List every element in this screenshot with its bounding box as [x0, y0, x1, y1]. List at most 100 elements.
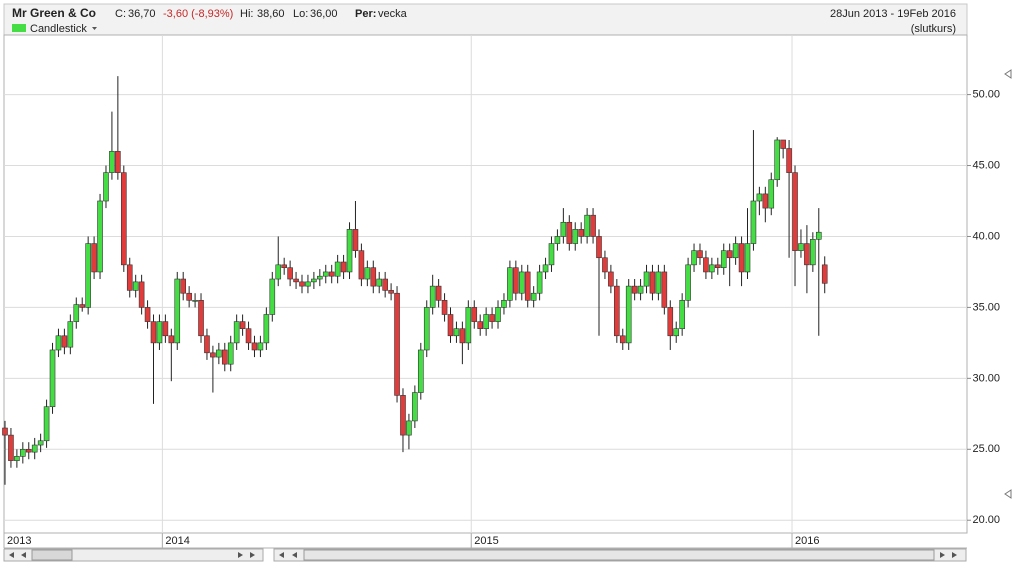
- y-tick-label: 35.00: [972, 301, 1000, 313]
- candle-body: [198, 300, 204, 337]
- candle-body: [8, 434, 14, 461]
- candle-body: [530, 292, 537, 301]
- y-tick-label: 20.00: [972, 514, 1000, 526]
- candle-body: [394, 292, 400, 396]
- candle-body: [768, 179, 775, 209]
- candle-body: [174, 278, 181, 344]
- candle-body: [661, 271, 668, 308]
- candle-body: [346, 229, 353, 273]
- candle-body: [85, 243, 91, 308]
- candle-body: [619, 335, 626, 344]
- candle-body: [210, 352, 216, 358]
- candle-body: [465, 307, 472, 344]
- candle-body: [221, 349, 228, 365]
- scrollbar-right[interactable]: [273, 548, 967, 562]
- candle-body: [245, 328, 252, 344]
- candle-body: [774, 139, 781, 181]
- candle-body: [714, 264, 721, 268]
- candle-body: [61, 335, 68, 348]
- scrollbar-left[interactable]: [3, 548, 264, 562]
- candle-body: [275, 264, 282, 280]
- scroll-down-marker[interactable]: [1004, 489, 1012, 499]
- candle-body: [435, 285, 442, 301]
- candle-body: [560, 221, 567, 237]
- price-basis: (slutkurs): [911, 23, 956, 35]
- candle-body: [138, 281, 145, 308]
- candle-body: [37, 440, 44, 446]
- candle-body: [429, 285, 436, 308]
- candle-body: [317, 275, 323, 280]
- candle-body: [798, 243, 804, 251]
- candle-body: [489, 314, 495, 322]
- x-tick-label: 2013: [7, 535, 31, 547]
- candle-body: [602, 257, 608, 273]
- candle-body: [518, 271, 525, 294]
- candle-body: [804, 243, 810, 266]
- close-value: 36,70: [128, 8, 156, 20]
- candle-body: [750, 200, 757, 244]
- candle-body: [566, 221, 573, 244]
- date-range: 28Jun 2013 - 19Feb 2016: [830, 8, 956, 20]
- candle-body: [400, 395, 406, 436]
- candle-body: [370, 267, 377, 287]
- x-tick-label: 2015: [474, 535, 498, 547]
- scroll-thumb[interactable]: [303, 549, 935, 561]
- scroll-thumb[interactable]: [31, 549, 73, 561]
- candle-body: [703, 257, 709, 273]
- candle-body: [257, 342, 264, 351]
- candle-body: [334, 261, 341, 277]
- candle-body: [103, 172, 109, 202]
- plot-area: [3, 34, 968, 534]
- candle-body: [780, 139, 786, 149]
- candle-body: [328, 271, 335, 277]
- candle-body: [287, 267, 293, 280]
- legend-label[interactable]: Candlestick: [30, 23, 87, 35]
- candle-body: [180, 278, 186, 294]
- candle-body: [501, 300, 507, 308]
- x-tick-label: 2016: [795, 535, 819, 547]
- candle-body: [483, 314, 489, 329]
- legend-dropdown[interactable]: [92, 27, 97, 30]
- candle-body: [810, 239, 816, 266]
- close-label: C:: [115, 8, 126, 20]
- candle-body: [584, 214, 590, 237]
- candle-body: [786, 148, 792, 173]
- candle-body: [109, 151, 115, 173]
- candle-body: [732, 243, 739, 259]
- candle-body: [697, 250, 703, 259]
- candle-body: [406, 420, 412, 436]
- candle-body: [79, 304, 86, 308]
- candle-body: [726, 250, 733, 259]
- scroll-up-marker[interactable]: [1004, 69, 1012, 79]
- candle-body: [441, 300, 448, 315]
- candle-body: [358, 250, 365, 280]
- candle-body: [738, 243, 745, 273]
- candle-body: [55, 335, 62, 351]
- candle-body: [305, 281, 311, 287]
- y-tick-label: 25.00: [972, 443, 1000, 455]
- candle-body: [388, 290, 394, 294]
- low-label: Lo:: [293, 8, 308, 20]
- grid: [4, 35, 967, 548]
- candle-body: [631, 285, 638, 294]
- candle-body: [2, 427, 8, 436]
- candle-body: [281, 264, 287, 268]
- x-tick-label: 2014: [165, 535, 189, 547]
- candle-body: [186, 292, 192, 301]
- candle-body: [423, 307, 430, 351]
- candle-body: [144, 307, 151, 322]
- candle-body: [156, 321, 163, 344]
- candle-body: [251, 342, 258, 351]
- candle-body: [168, 335, 175, 344]
- y-tick-label: 50.00: [972, 88, 1000, 100]
- candle-body: [216, 349, 222, 358]
- candle-body: [691, 250, 697, 266]
- candle-body: [364, 267, 371, 280]
- high-value: 38,60: [257, 8, 285, 20]
- candle-body: [352, 229, 359, 251]
- candle-body: [578, 229, 584, 237]
- candle-body: [25, 448, 32, 453]
- candle-body: [548, 243, 555, 266]
- candle-body: [756, 193, 763, 202]
